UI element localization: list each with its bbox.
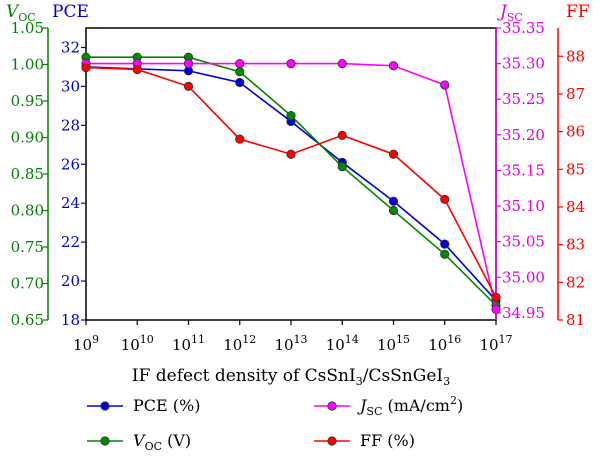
x-tick-label: 1017 (479, 333, 512, 354)
jsc-tick-label: 35.30 (502, 55, 545, 73)
series-1-point (337, 162, 347, 172)
voc-tick-label: 0.65 (11, 311, 44, 329)
series-3-point (286, 149, 296, 159)
series-0-point (388, 196, 399, 206)
x-tick-label: 1011 (172, 333, 205, 354)
ff-tick-label: 87 (566, 85, 585, 103)
series-line-2 (86, 62, 497, 310)
x-tick-label: 1015 (377, 333, 410, 354)
series-2-point (286, 59, 296, 69)
legend-swatch-marker (327, 436, 337, 446)
series-1-point (440, 249, 450, 259)
series-2-point (183, 59, 194, 69)
series-2-point (440, 80, 450, 90)
voc-tick-label: 0.95 (11, 92, 44, 110)
x-axis-title: IF defect density of CsSnI3/CsSnGeI3 (132, 366, 450, 388)
series-0-point (235, 77, 245, 88)
series-2-point (337, 59, 347, 69)
voc-tick-label: 0.85 (11, 165, 44, 183)
series-3-point (132, 64, 142, 75)
series-2-point (235, 59, 245, 69)
legend: PCE (%) VOC (V) JSC (mA/cm2) FF (%) (87, 394, 463, 453)
series-line-3 (85, 66, 497, 298)
jsc-axis-title: JSC (497, 2, 523, 24)
legend-swatch-marker (100, 401, 110, 411)
x-tick-label: 1010 (121, 333, 154, 354)
pce-tick-label: 26 (61, 155, 80, 173)
series-3-point (235, 134, 245, 144)
series-0-point (440, 239, 450, 249)
series-1-point (286, 111, 296, 121)
series-1-point (235, 67, 245, 77)
pce-axis-title: PCE (52, 2, 89, 22)
series-line-1 (86, 56, 497, 306)
jsc-tick-label: 35.25 (502, 90, 545, 108)
voc-tick-label: 0.70 (11, 275, 44, 293)
jsc-tick-label: 35.00 (502, 268, 545, 286)
voc-tick-label: 1.00 (11, 56, 44, 74)
series-3-point (491, 292, 501, 302)
voc-tick-label: 1.05 (11, 19, 44, 37)
jsc-tick-label: 35.05 (502, 233, 545, 251)
series-3-point (388, 149, 399, 159)
x-tick-label: 109 (73, 333, 99, 354)
series-1-point (388, 205, 399, 216)
voc-tick-label: 0.75 (11, 238, 44, 256)
legend-label: FF (%) (360, 431, 415, 450)
ff-tick-label: 81 (566, 311, 585, 329)
jsc-tick-label: 34.95 (502, 304, 545, 322)
legend-swatch-marker (100, 436, 110, 446)
ff-tick-label: 88 (566, 47, 585, 65)
x-tick-label: 1016 (428, 333, 461, 354)
voc-axis-title: VOC (6, 2, 36, 24)
series-3-point (81, 62, 91, 73)
ff-tick-label: 82 (566, 273, 585, 291)
series-3-point (183, 81, 194, 92)
x-tick-label: 1012 (223, 333, 256, 354)
x-tick-label: 1014 (326, 333, 359, 354)
series-line-0 (85, 66, 497, 302)
ff-tick-label: 84 (566, 198, 585, 216)
ff-tick-label: 85 (566, 160, 585, 178)
ff-tick-label: 86 (566, 123, 585, 141)
pce-tick-label: 32 (61, 38, 80, 56)
legend-label: VOC (V) (133, 431, 191, 453)
legend-label: JSC (mA/cm2) (357, 394, 463, 418)
jsc-tick-label: 35.35 (502, 19, 545, 37)
jsc-tick-label: 35.20 (502, 126, 545, 144)
jsc-tick-label: 35.15 (502, 161, 545, 179)
series-3-point (440, 194, 450, 205)
plot-frame (85, 27, 497, 321)
series-2-point (491, 304, 501, 314)
ff-axis-title: FF (566, 2, 590, 22)
pce-tick-label: 20 (61, 272, 80, 290)
x-tick-label: 1013 (274, 333, 307, 354)
ff-tick-label: 83 (566, 236, 585, 254)
jsc-tick-label: 35.10 (502, 197, 545, 215)
pce-tick-label: 18 (61, 311, 80, 329)
pce-tick-label: 24 (61, 194, 80, 212)
voc-tick-label: 0.90 (11, 129, 44, 147)
series-2-point (388, 61, 399, 71)
voc-tick-label: 0.80 (11, 202, 44, 220)
series-3-point (337, 130, 347, 140)
legend-swatch-marker (327, 401, 337, 411)
pce-tick-label: 28 (61, 116, 80, 134)
pce-tick-label: 30 (61, 77, 80, 95)
legend-label: PCE (%) (133, 396, 200, 415)
pce-tick-label: 22 (61, 233, 80, 251)
